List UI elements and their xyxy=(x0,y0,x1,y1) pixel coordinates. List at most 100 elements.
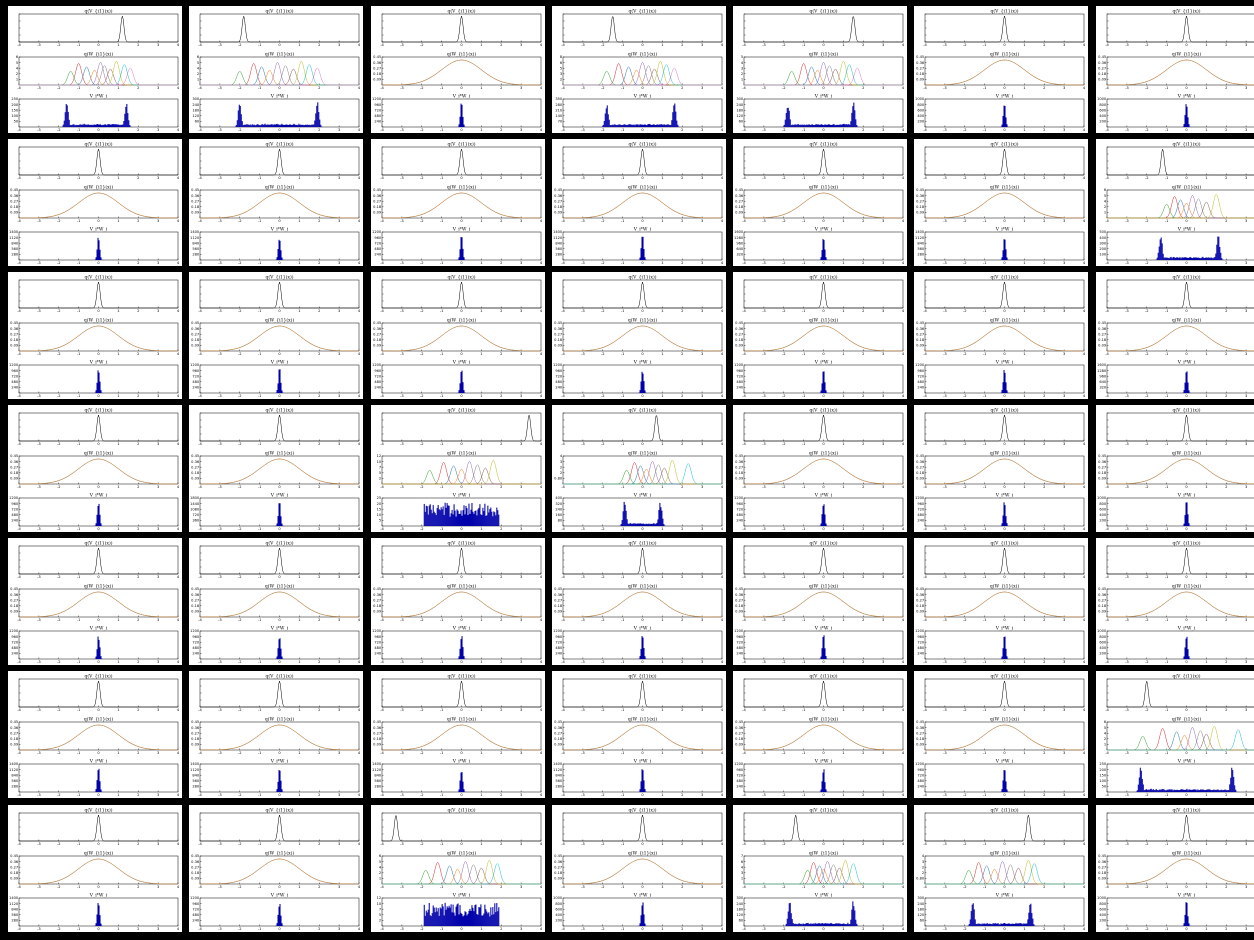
x-tick-label: -4 xyxy=(380,442,384,446)
x-tick-label: 0 xyxy=(278,618,281,622)
y-tick-label: 2 xyxy=(741,72,743,76)
x-tick-label: -2 xyxy=(238,309,242,313)
x-tick-label: -2 xyxy=(601,442,605,446)
y-tick-label: 0.09 xyxy=(1098,78,1107,82)
histogram-bar xyxy=(639,390,641,393)
x-tick-label: 1 xyxy=(117,176,119,180)
x-tick-label: -1 xyxy=(621,176,625,180)
x-tick-label: 2 xyxy=(137,442,139,446)
y-tick-label: 0.27 xyxy=(916,199,924,203)
x-tick-label: -3 xyxy=(943,128,947,132)
histogram-bar xyxy=(631,523,633,526)
x-tick-label: 0 xyxy=(641,309,644,313)
x-tick-label: 1 xyxy=(1023,793,1025,797)
subplot-title-bottom: V_i*W_i xyxy=(1177,360,1196,366)
mixture-component-line xyxy=(563,463,722,485)
gaussian-series-line xyxy=(563,591,722,618)
x-tick-label: -1 xyxy=(983,751,987,755)
x-tick-label: 1 xyxy=(480,309,482,313)
histogram-bar xyxy=(1195,257,1197,260)
y-tick-label: 0.27 xyxy=(191,199,199,203)
x-tick-label: 1 xyxy=(117,352,119,356)
x-tick-label: 1 xyxy=(1205,43,1207,47)
histogram-bar xyxy=(669,125,671,127)
y-tick-label: 0.18 xyxy=(1098,604,1107,608)
histogram-bar xyxy=(99,123,101,127)
histogram-bar xyxy=(116,124,118,127)
plot-frame xyxy=(18,98,179,128)
y-tick-label: 240 xyxy=(374,253,382,257)
x-tick-label: -1 xyxy=(621,219,625,223)
y-tick-label: 960 xyxy=(192,902,200,906)
histogram-bar xyxy=(487,505,489,526)
x-tick-label: -1 xyxy=(258,751,262,755)
histogram-bar xyxy=(97,123,99,127)
histogram-bar xyxy=(482,507,484,526)
y-tick-label: 0.18 xyxy=(10,604,19,608)
plot-frame xyxy=(743,455,904,485)
x-tick-label: 4 xyxy=(540,618,543,622)
x-tick-label: -1 xyxy=(77,885,81,889)
x-tick-label: 3 xyxy=(701,261,703,265)
x-tick-label: -4 xyxy=(1105,128,1109,132)
x-tick-label: -3 xyxy=(581,618,585,622)
x-tick-label: -1 xyxy=(621,527,625,531)
x-tick-label: -4 xyxy=(17,751,21,755)
y-tick-label: 7 xyxy=(379,465,381,469)
x-tick-label: 2 xyxy=(862,527,864,531)
x-tick-label: -3 xyxy=(581,86,585,90)
x-tick-label: 3 xyxy=(338,485,340,489)
subplot-title-bottom: V_i*W_i xyxy=(270,227,289,233)
subplot-panel-r4c7: q(V_{i1}(x))-4-3-2-101234q(W_{i1}(x))-4-… xyxy=(1096,405,1254,532)
histogram-bar xyxy=(254,125,256,127)
x-tick-label: -2 xyxy=(420,128,424,132)
x-tick-label: -4 xyxy=(17,618,21,622)
x-tick-label: -4 xyxy=(561,176,565,180)
x-tick-label: -1 xyxy=(1165,352,1169,356)
histogram-bar xyxy=(839,124,841,127)
x-tick-label: -3 xyxy=(218,309,222,313)
y-tick-label: 240 xyxy=(917,785,925,789)
histogram-bar xyxy=(815,124,817,127)
histogram-bar xyxy=(786,108,788,127)
x-tick-label: 3 xyxy=(1063,660,1065,664)
plot-frame xyxy=(1106,189,1254,219)
x-tick-label: 4 xyxy=(1083,708,1086,712)
mixture-component-line xyxy=(19,61,178,86)
histogram-bar xyxy=(262,124,264,127)
x-tick-label: 4 xyxy=(902,708,905,712)
histogram-bar xyxy=(287,124,289,127)
x-tick-label: 4 xyxy=(540,660,543,664)
x-tick-label: -3 xyxy=(400,394,404,398)
y-tick-label: 1200 xyxy=(734,363,744,367)
x-tick-label: -1 xyxy=(440,660,444,664)
histogram-bar xyxy=(456,509,458,526)
histogram-bar xyxy=(1001,124,1003,127)
x-tick-label: 3 xyxy=(701,176,703,180)
x-tick-label: 4 xyxy=(902,618,905,622)
x-tick-label: 3 xyxy=(1245,43,1247,47)
x-tick-label: -1 xyxy=(983,708,987,712)
histogram-bar xyxy=(1207,789,1209,792)
y-tick-label: 1400 xyxy=(9,896,19,900)
x-tick-label: 2 xyxy=(318,128,320,132)
histogram-bar xyxy=(1002,382,1004,393)
y-tick-label: 480 xyxy=(11,513,19,517)
x-tick-label: 0 xyxy=(97,927,100,931)
x-tick-label: -3 xyxy=(581,352,585,356)
y-tick-label: 720 xyxy=(555,374,563,378)
x-tick-label: 2 xyxy=(137,527,139,531)
histogram-bar xyxy=(646,125,648,127)
histogram-bar xyxy=(822,124,824,127)
y-tick-label: 840 xyxy=(555,241,563,245)
histogram-bar xyxy=(1183,656,1185,659)
y-tick-label: 480 xyxy=(736,646,744,650)
histogram-bar xyxy=(1196,257,1198,260)
x-tick-label: -4 xyxy=(198,927,202,931)
histogram-bar xyxy=(641,524,643,526)
plot-frame xyxy=(18,279,179,309)
x-tick-label: -3 xyxy=(762,352,766,356)
x-tick-label: 1 xyxy=(117,442,119,446)
histogram-bar xyxy=(639,523,641,526)
top-peak-line xyxy=(200,15,359,43)
